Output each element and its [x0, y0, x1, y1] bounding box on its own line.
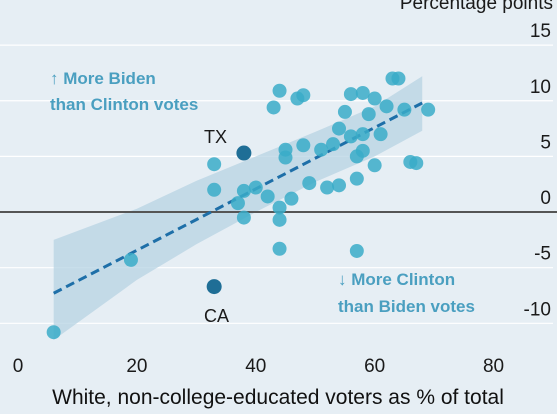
- data-point: [207, 157, 222, 172]
- state-label-tx: TX: [204, 127, 227, 147]
- x-tick-label-40: 40: [245, 356, 266, 377]
- data-point: [361, 107, 376, 122]
- data-point-highlight: [236, 145, 252, 161]
- annotation-more-biden-line1: ↑ More Biden: [50, 69, 156, 88]
- x-tick-label-80: 80: [483, 356, 504, 377]
- data-point: [379, 99, 394, 114]
- data-point: [326, 137, 341, 152]
- data-point: [46, 325, 61, 340]
- data-point: [272, 241, 287, 256]
- data-point: [278, 150, 293, 165]
- data-point: [391, 71, 406, 86]
- data-point: [284, 191, 299, 206]
- data-point: [272, 200, 287, 215]
- y-unit-label: Percentage points: [400, 0, 553, 14]
- data-point: [367, 158, 382, 173]
- x-tick-label-60: 60: [364, 356, 385, 377]
- data-point: [302, 176, 317, 191]
- data-point: [260, 189, 275, 204]
- state-label-ca: CA: [204, 306, 229, 326]
- data-point: [296, 138, 311, 153]
- y-tick-label-10: 10: [530, 77, 551, 98]
- data-point: [355, 143, 370, 158]
- data-point: [349, 171, 364, 186]
- data-point: [397, 102, 412, 117]
- data-point: [409, 156, 424, 171]
- data-point: [367, 91, 382, 106]
- data-point: [332, 121, 346, 136]
- y-tick-label-5: 5: [540, 132, 551, 153]
- y-tick-labels: 15 10 5 0 -5 -10: [524, 21, 551, 320]
- data-point: [123, 252, 138, 267]
- data-point: [337, 104, 352, 119]
- x-axis-title: White, non-college-educated voters as % …: [52, 386, 504, 409]
- data-point: [236, 210, 251, 225]
- data-point: [272, 83, 287, 98]
- annotation-more-clinton-line2: than Biden votes: [338, 297, 475, 316]
- data-point: [343, 87, 358, 102]
- x-tick-label-20: 20: [126, 356, 147, 377]
- data-point: [248, 180, 263, 195]
- annotation-more-clinton-line1: ↓ More Clinton: [338, 270, 455, 289]
- data-point: [320, 180, 335, 195]
- data-point: [314, 142, 329, 157]
- annotation-more-biden-line2: than Clinton votes: [50, 95, 198, 114]
- data-point: [355, 127, 370, 142]
- data-point: [332, 178, 346, 193]
- y-tick-label--5: -5: [534, 244, 551, 265]
- data-point: [296, 88, 311, 103]
- data-point: [266, 100, 281, 115]
- data-point: [272, 212, 287, 227]
- data-point: [230, 196, 245, 211]
- y-tick-label-0: 0: [540, 188, 551, 209]
- x-tick-labels: 0 20 40 60 80: [13, 356, 504, 377]
- data-point-highlight: [206, 279, 222, 295]
- x-tick-label-0: 0: [13, 356, 24, 377]
- data-point: [373, 127, 388, 142]
- data-point: [236, 183, 251, 198]
- data-points: [46, 71, 436, 340]
- data-point: [355, 85, 370, 100]
- data-point: [343, 129, 358, 144]
- y-tick-label-15: 15: [530, 21, 551, 42]
- data-point: [421, 102, 436, 117]
- data-point: [349, 243, 364, 258]
- data-point: [207, 182, 222, 197]
- y-tick-label--10: -10: [524, 299, 551, 320]
